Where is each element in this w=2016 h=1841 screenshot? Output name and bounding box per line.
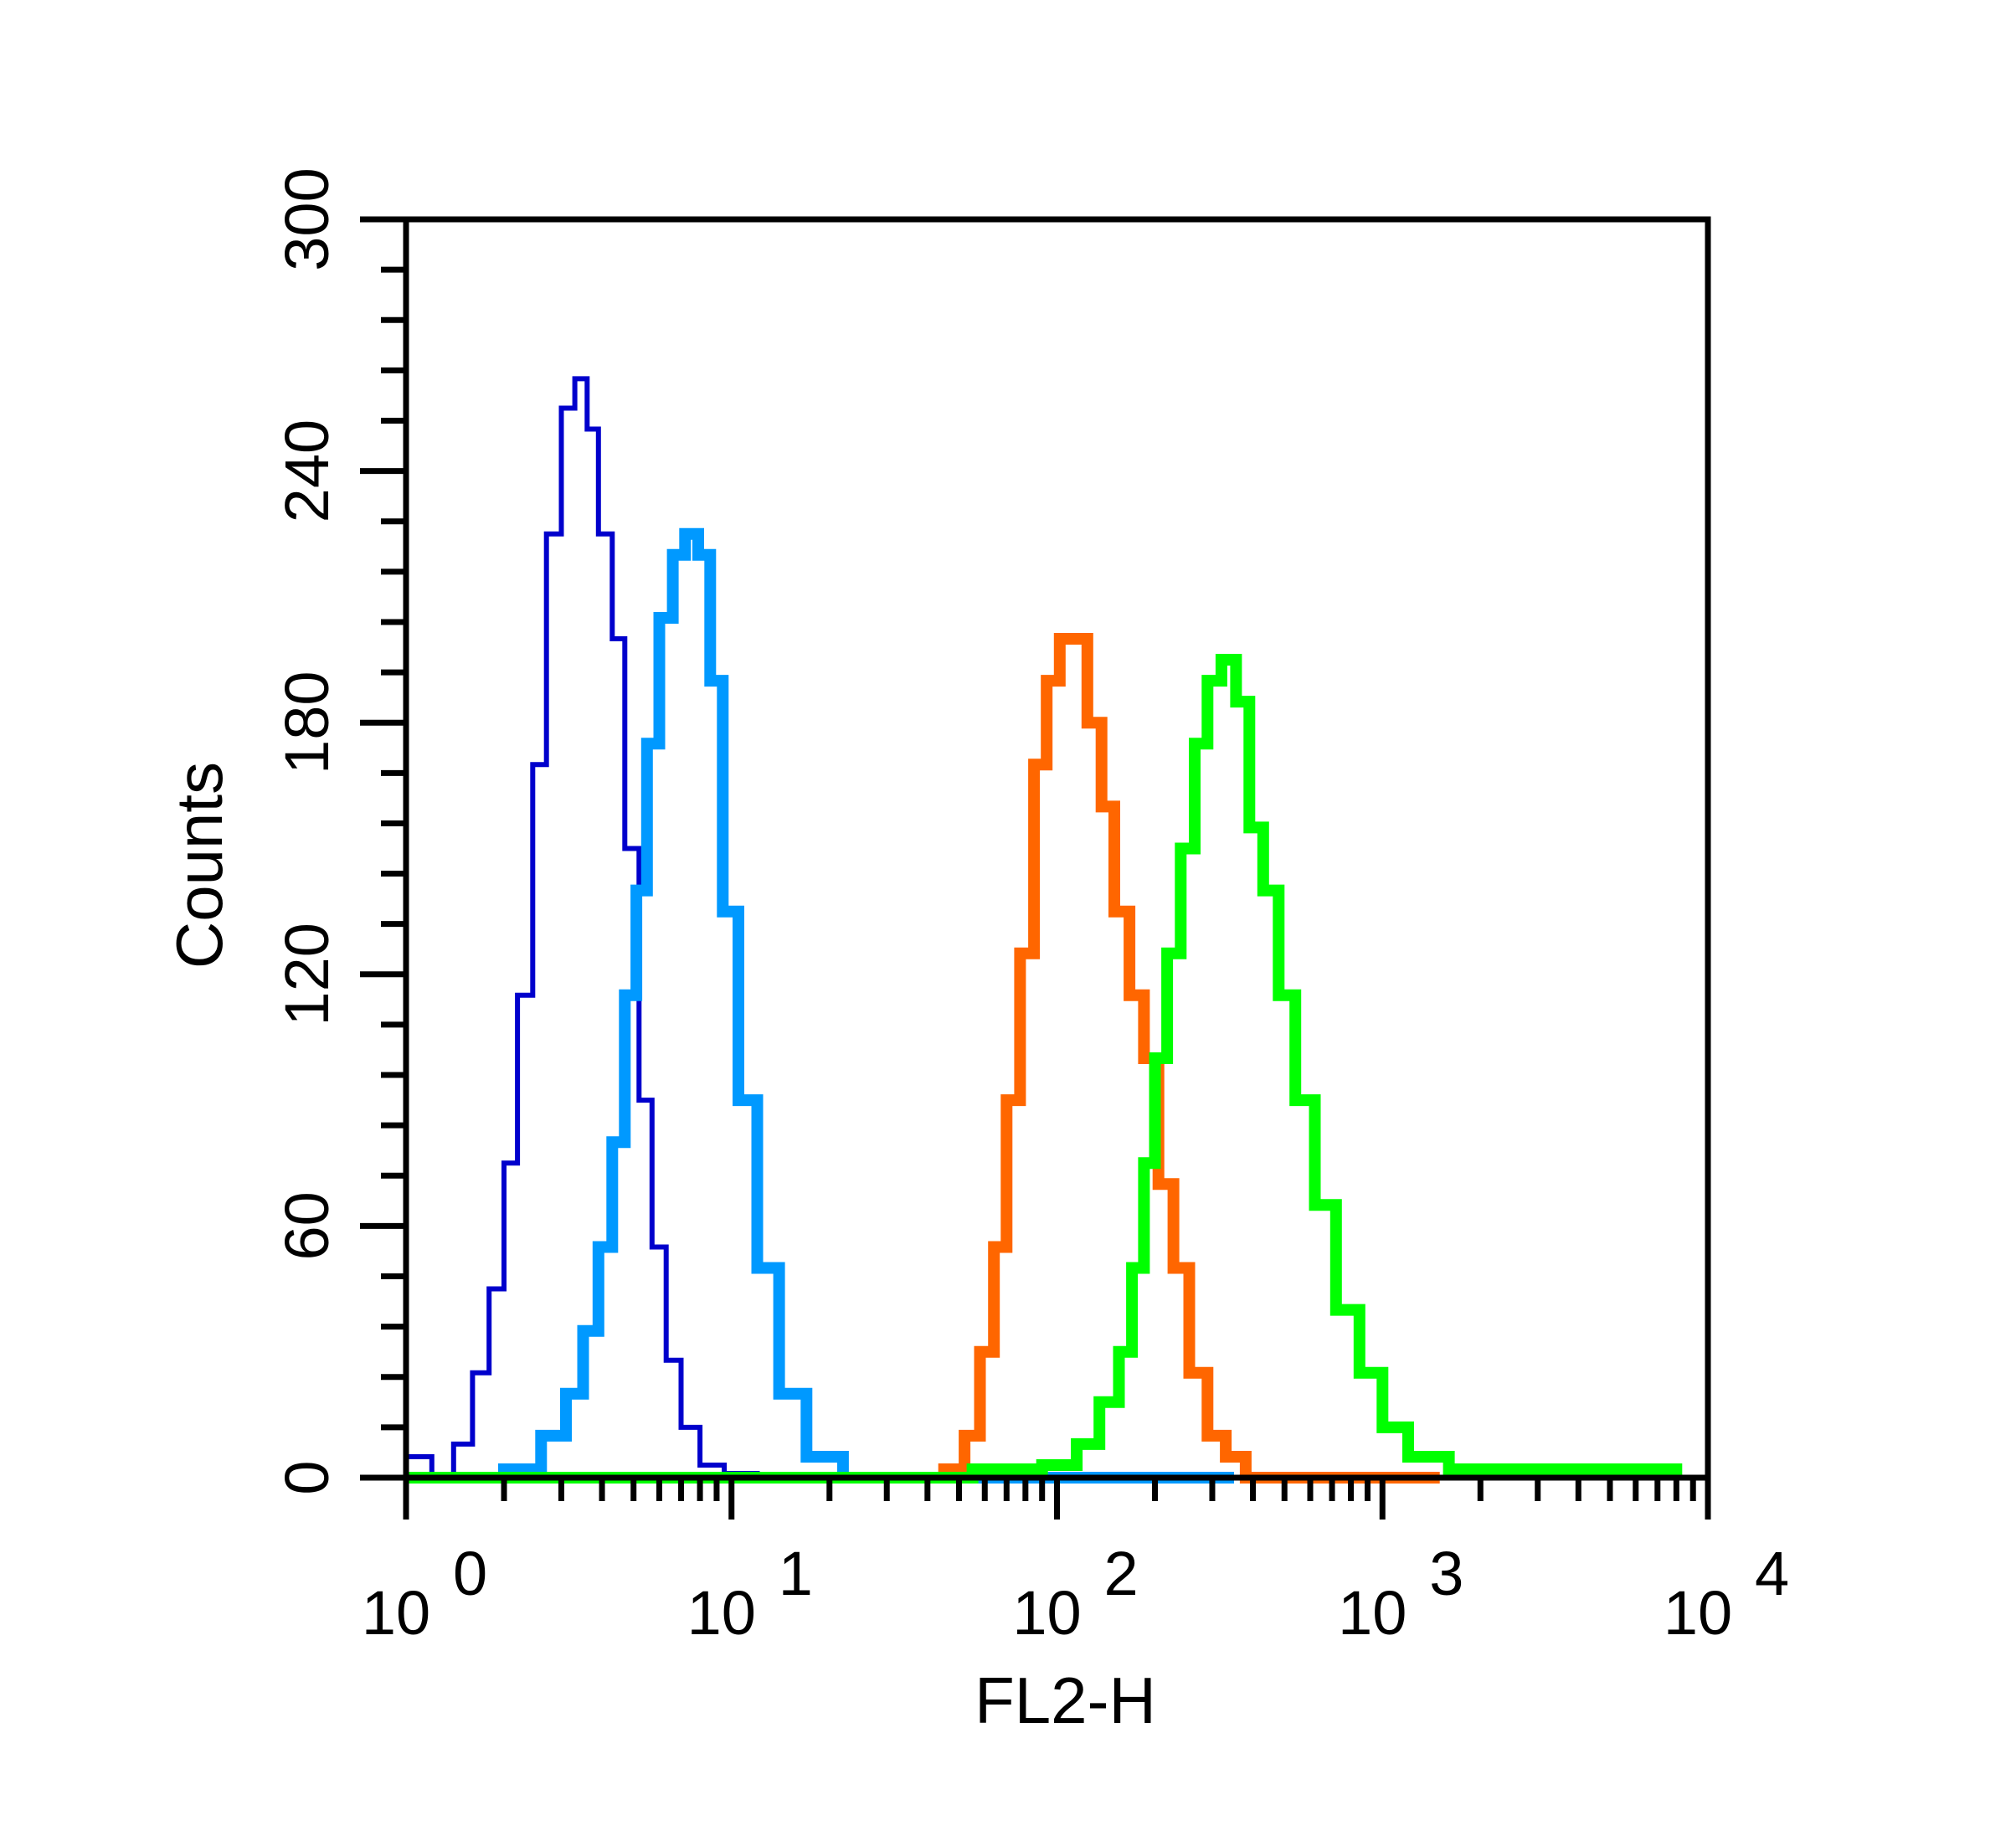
series-line-2: [463, 527, 1234, 1484]
y-tick-label: 180: [272, 671, 342, 774]
y-tick-label: 300: [272, 167, 342, 270]
x-tick-exponent: 0: [453, 1539, 487, 1608]
x-tick-label: 10: [1338, 1578, 1407, 1648]
x-tick-label: 10: [1012, 1578, 1081, 1648]
axis-layer: 0 60 120 180 240 300 10 0 10 1 10 2 10 3 10 4: [272, 167, 1789, 1648]
y-tick-label: 60: [272, 1191, 342, 1260]
series-line-4: [406, 654, 1683, 1484]
y-tick-label: 240: [272, 419, 342, 522]
x-tick-label: 10: [687, 1578, 756, 1648]
y-tick-label: 0: [272, 1460, 342, 1494]
x-tick-label: 10: [362, 1578, 430, 1648]
x-axis-label: FL2-H: [975, 1664, 1156, 1737]
x-tick-label: 10: [1664, 1578, 1732, 1648]
y-tick-label: 120: [272, 923, 342, 1026]
y-axis-label: Counts: [162, 762, 236, 969]
series-layer: [406, 376, 1683, 1484]
x-tick-exponent: 2: [1104, 1539, 1139, 1608]
series-line-1: [406, 376, 760, 1480]
x-tick-exponent: 1: [779, 1539, 813, 1608]
x-tick-exponent: 4: [1755, 1539, 1789, 1608]
series-line-3: [757, 633, 1440, 1484]
x-tick-exponent: 3: [1429, 1539, 1463, 1608]
